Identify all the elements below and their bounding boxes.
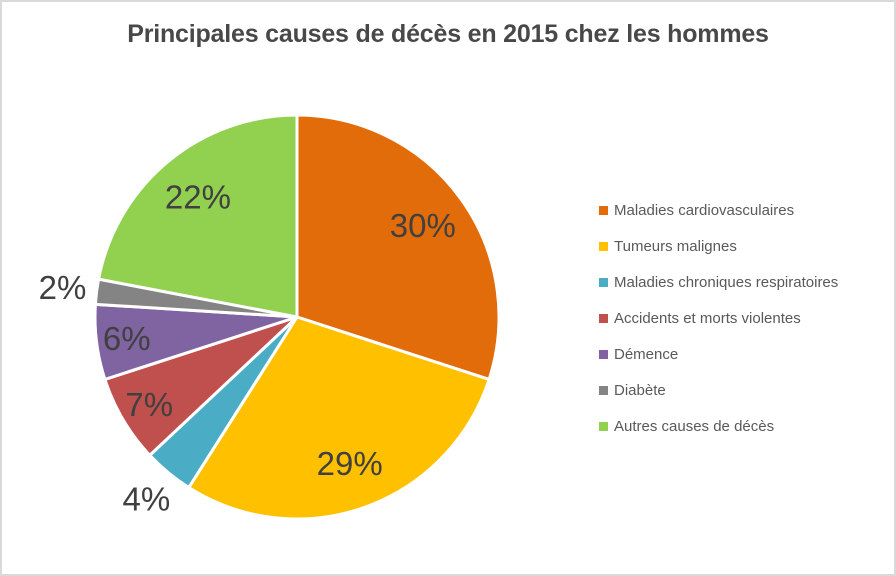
- legend-label: Diabète: [614, 381, 666, 399]
- legend-swatch-icon: [599, 241, 608, 251]
- legend-swatch-icon: [599, 277, 608, 287]
- pie-data-label: 4%: [123, 481, 171, 518]
- chart-legend: Maladies cardiovasculaires Tumeurs malign…: [599, 200, 838, 436]
- legend-item-6: Diabète: [599, 380, 838, 400]
- legend-swatch-icon: [599, 313, 608, 323]
- pie-data-labels: 30% 29% 4% 7% 6% 2% 22%: [39, 179, 456, 518]
- legend-item-4: Accidents et morts violentes: [599, 308, 838, 328]
- pie-data-label: 30%: [390, 207, 456, 244]
- pie-data-label: 2%: [39, 269, 87, 306]
- legend-swatch-icon: [599, 205, 608, 215]
- legend-swatch-icon: [599, 421, 608, 431]
- legend-label: Maladies cardiovasculaires: [614, 201, 795, 219]
- legend-label: Accidents et morts violentes: [614, 309, 801, 327]
- legend-swatch-icon: [599, 349, 608, 359]
- legend-item-7: Autres causes de décès: [599, 416, 838, 436]
- legend-item-1: Maladies cardiovasculaires: [599, 200, 838, 220]
- pie-slice-1: [295, 113, 501, 381]
- legend-item-3: Maladies chroniques respiratoires: [599, 272, 838, 292]
- legend-item-5: Démence: [599, 344, 838, 364]
- legend-label: Autres causes de décès: [614, 417, 775, 435]
- pie-slices: [93, 113, 501, 521]
- pie-slice-7: [97, 113, 299, 319]
- pie-data-label: 29%: [317, 445, 383, 482]
- pie-data-label: 7%: [125, 386, 173, 423]
- legend-label: Démence: [614, 345, 679, 363]
- legend-label: Tumeurs malignes: [614, 237, 737, 255]
- pie-slice-2: [187, 315, 491, 521]
- pie-data-label: 6%: [103, 320, 151, 357]
- chart-title: Principales causes de décès en 2015 chez…: [127, 20, 769, 48]
- legend-label: Maladies chroniques respiratoires: [614, 273, 839, 291]
- legend-item-2: Tumeurs malignes: [599, 236, 838, 256]
- legend-swatch-icon: [599, 385, 608, 395]
- pie-data-label: 22%: [165, 179, 231, 216]
